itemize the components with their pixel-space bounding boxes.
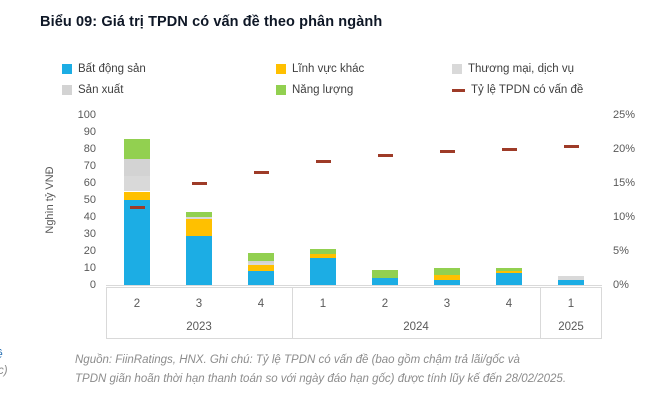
legend-swatch-icon bbox=[62, 85, 72, 95]
line-series-dash bbox=[501, 148, 517, 152]
source-note: Nguồn: FiinRatings, HNX. Ghi chú: Tỷ lệ … bbox=[75, 351, 647, 389]
bar-segment bbox=[124, 159, 150, 177]
bar-segment bbox=[558, 275, 584, 280]
bar-segment bbox=[496, 271, 522, 274]
x-axis-year-label: 2024 bbox=[403, 321, 429, 333]
legend-swatch-icon bbox=[452, 64, 462, 74]
y-axis-tick-left: 100 bbox=[77, 109, 96, 121]
y-axis-tick-left: 70 bbox=[83, 160, 96, 172]
y-axis-tick-right: 15% bbox=[613, 177, 636, 189]
legend-dash-icon bbox=[452, 88, 465, 92]
x-axis-quarter-label: 2 bbox=[381, 298, 389, 310]
bar-segment bbox=[186, 218, 212, 236]
bar-segment bbox=[434, 274, 460, 280]
clipped-text-fragment: ề bbox=[0, 347, 3, 361]
source-note-line2: TPDN giãn hoãn thời hạn thanh toán so vớ… bbox=[75, 373, 567, 385]
bar-segment bbox=[248, 262, 274, 265]
clipped-text-fragment: c) bbox=[0, 365, 8, 377]
bar-segment bbox=[310, 257, 336, 285]
line-series-dash bbox=[129, 205, 145, 209]
x-axis-group-separator bbox=[540, 287, 541, 339]
line-series-dash bbox=[563, 145, 579, 149]
bar-segment bbox=[186, 211, 212, 217]
bar-segment bbox=[124, 138, 150, 160]
bar-segment bbox=[248, 271, 274, 285]
line-series-dash bbox=[253, 171, 269, 175]
y-axis-tick-right: 10% bbox=[613, 211, 636, 223]
x-axis-group-separator bbox=[292, 287, 293, 339]
legend-item: Sản xuất bbox=[62, 84, 123, 96]
y-axis-tick-right: 5% bbox=[613, 245, 629, 257]
x-axis-quarter-label: 1 bbox=[319, 298, 327, 310]
bar-segment bbox=[186, 217, 212, 219]
legend-item-label: Tỷ lệ TPDN có vấn đề bbox=[471, 84, 584, 96]
bar-segment bbox=[124, 191, 150, 200]
line-series-dash bbox=[377, 154, 393, 158]
y-axis-tick-left: 30 bbox=[83, 228, 96, 240]
x-axis-quarter-label: 2 bbox=[133, 298, 141, 310]
x-axis-quarter-label: 3 bbox=[195, 298, 203, 310]
legend-item: Bất động sản bbox=[62, 63, 146, 75]
source-note-line1: Nguồn: FiinRatings, HNX. Ghi chú: Tỷ lệ … bbox=[75, 354, 520, 366]
bar-segment bbox=[496, 273, 522, 285]
legend-item-label: Lĩnh vực khác bbox=[292, 63, 365, 75]
x-axis-quarter-label: 4 bbox=[257, 298, 265, 310]
legend-swatch-icon bbox=[276, 64, 286, 74]
line-series-dash bbox=[315, 159, 331, 163]
bar-segment bbox=[248, 264, 274, 272]
y-axis-tick-left: 10 bbox=[83, 262, 96, 274]
legend-item: Năng lượng bbox=[276, 84, 353, 96]
legend-item-label: Năng lượng bbox=[292, 84, 354, 96]
line-series-dash bbox=[439, 150, 455, 154]
x-axis-year-label: 2025 bbox=[558, 321, 584, 333]
legend-item-label: Bất động sản bbox=[78, 63, 146, 75]
legend-swatch-icon bbox=[62, 64, 72, 74]
chart-title: Biểu 09: Giá trị TPDN có vấn đề theo phâ… bbox=[40, 14, 383, 30]
x-axis-quarter-label: 4 bbox=[505, 298, 513, 310]
x-axis-quarter-label: 3 bbox=[443, 298, 451, 310]
bar-segment bbox=[310, 249, 336, 255]
x-axis-quarter-label: 1 bbox=[567, 298, 575, 310]
y-axis-tick-left: 80 bbox=[83, 143, 96, 155]
y-axis-tick-left: 90 bbox=[83, 126, 96, 138]
bar-segment bbox=[310, 254, 336, 258]
y-axis-tick-right: 20% bbox=[613, 143, 636, 155]
legend-item: Lĩnh vực khác bbox=[276, 63, 364, 75]
y-axis-title: Nghìn tỷ VNĐ bbox=[44, 166, 56, 234]
bar-segment bbox=[434, 279, 460, 285]
x-axis-label-box bbox=[106, 287, 602, 339]
bar-segment bbox=[372, 269, 398, 279]
bar-segment bbox=[248, 261, 274, 263]
x-axis-year-label: 2023 bbox=[186, 321, 212, 333]
legend-item-label: Sản xuất bbox=[78, 84, 124, 96]
bar-segment bbox=[558, 279, 584, 285]
y-axis-tick-right: 0% bbox=[613, 279, 629, 291]
legend-item: Thương mại, dịch vụ bbox=[452, 63, 574, 75]
bar-segment bbox=[186, 235, 212, 285]
bar-segment bbox=[372, 278, 398, 285]
legend-swatch-icon bbox=[276, 85, 286, 95]
y-axis-tick-left: 40 bbox=[83, 211, 96, 223]
y-axis-tick-left: 0 bbox=[89, 279, 96, 291]
bar-segment bbox=[124, 200, 150, 285]
y-axis-tick-left: 60 bbox=[83, 177, 96, 189]
y-axis-tick-left: 20 bbox=[83, 245, 96, 257]
bar-segment bbox=[124, 176, 150, 192]
bar-segment bbox=[496, 268, 522, 272]
x-axis-line bbox=[106, 284, 602, 287]
bar-segment bbox=[248, 252, 274, 262]
y-axis-tick-right: 25% bbox=[613, 109, 636, 121]
y-axis-tick-left: 50 bbox=[83, 194, 96, 206]
bar-segment bbox=[434, 268, 460, 275]
legend-item: Tỷ lệ TPDN có vấn đề bbox=[452, 84, 583, 96]
line-series-dash bbox=[191, 181, 207, 185]
legend-item-label: Thương mại, dịch vụ bbox=[468, 63, 575, 75]
